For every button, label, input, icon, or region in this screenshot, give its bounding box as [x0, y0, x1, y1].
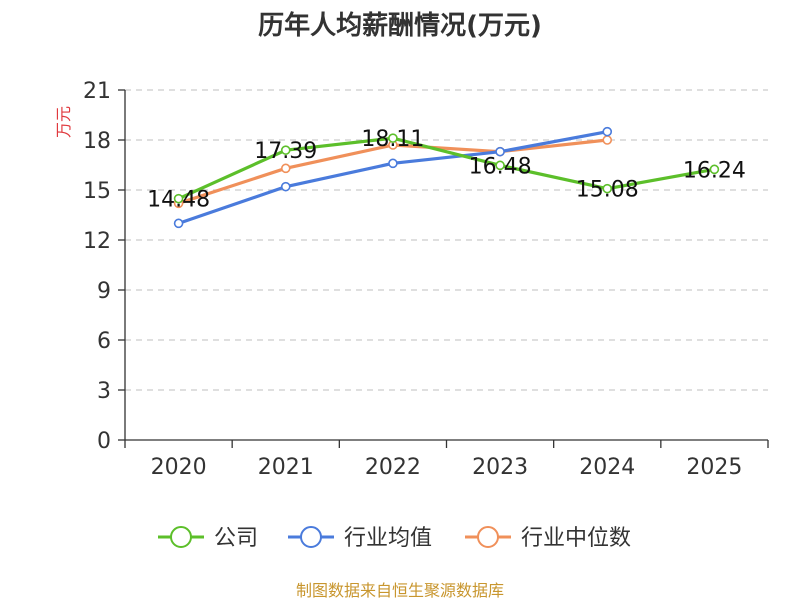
data-label: 18.11	[361, 127, 424, 152]
data-label: 14.48	[147, 188, 210, 213]
y-tick-label: 3	[97, 379, 111, 404]
data-point	[173, 193, 184, 204]
legend-item[interactable]: 行业中位数	[465, 526, 631, 551]
data-label: 16.24	[683, 158, 746, 183]
x-tick-label: 2022	[365, 455, 421, 480]
series-line-0	[177, 136, 715, 201]
legend-marker	[170, 526, 192, 548]
series	[173, 126, 720, 229]
grid	[125, 89, 768, 391]
data-label: 15.08	[576, 178, 639, 203]
y-tick-label: 0	[97, 429, 111, 454]
data-point	[709, 164, 720, 175]
legend[interactable]: 公司 行业均值 行业中位数	[158, 526, 631, 551]
data-point	[280, 163, 291, 174]
x-tick-label: 2020	[151, 455, 207, 480]
x-tick-label: 2023	[472, 455, 528, 480]
y-tick-label: 12	[83, 229, 111, 254]
y-tick-label: 6	[97, 329, 111, 354]
data-point	[280, 145, 291, 155]
chart-title: 历年人均薪酬情况(万元)	[258, 10, 542, 41]
data-point	[388, 158, 398, 169]
legend-label: 公司	[214, 526, 258, 551]
data-point	[495, 160, 505, 171]
y-tick-label: 9	[97, 279, 111, 304]
x-tick-label: 2021	[258, 455, 314, 480]
y-axis-unit: 万元	[54, 106, 73, 138]
x-tick-label: 2024	[579, 455, 635, 480]
legend-item[interactable]: 行业均值	[288, 526, 432, 551]
data-point	[495, 146, 505, 157]
data-label: 16.48	[469, 154, 532, 179]
data-point	[280, 181, 291, 192]
legend-marker	[477, 526, 499, 548]
y-tick-label: 15	[83, 179, 111, 204]
legend-label: 行业均值	[344, 526, 432, 551]
data-point	[602, 135, 613, 145]
data-point	[602, 183, 613, 194]
y-tick-label: 18	[83, 129, 111, 154]
legend-label: 行业中位数	[521, 526, 631, 551]
legend-marker	[300, 526, 322, 548]
data-point	[388, 133, 398, 143]
data-label: 17.39	[254, 139, 317, 164]
y-tick-label: 21	[83, 79, 111, 104]
x-tick-label: 2025	[686, 455, 742, 480]
legend-item[interactable]: 公司	[158, 526, 258, 551]
data-point	[173, 218, 184, 229]
data-point	[602, 126, 613, 137]
source-note: 制图数据来自恒生聚源数据库	[296, 581, 504, 600]
axes: 0 3 6 9 12 15 18 21 2020 2021 2022 2023 2024 2025	[83, 79, 769, 480]
data-labels: 14.48 17.39 18.11 16.48 15.08 16.24	[147, 127, 746, 213]
